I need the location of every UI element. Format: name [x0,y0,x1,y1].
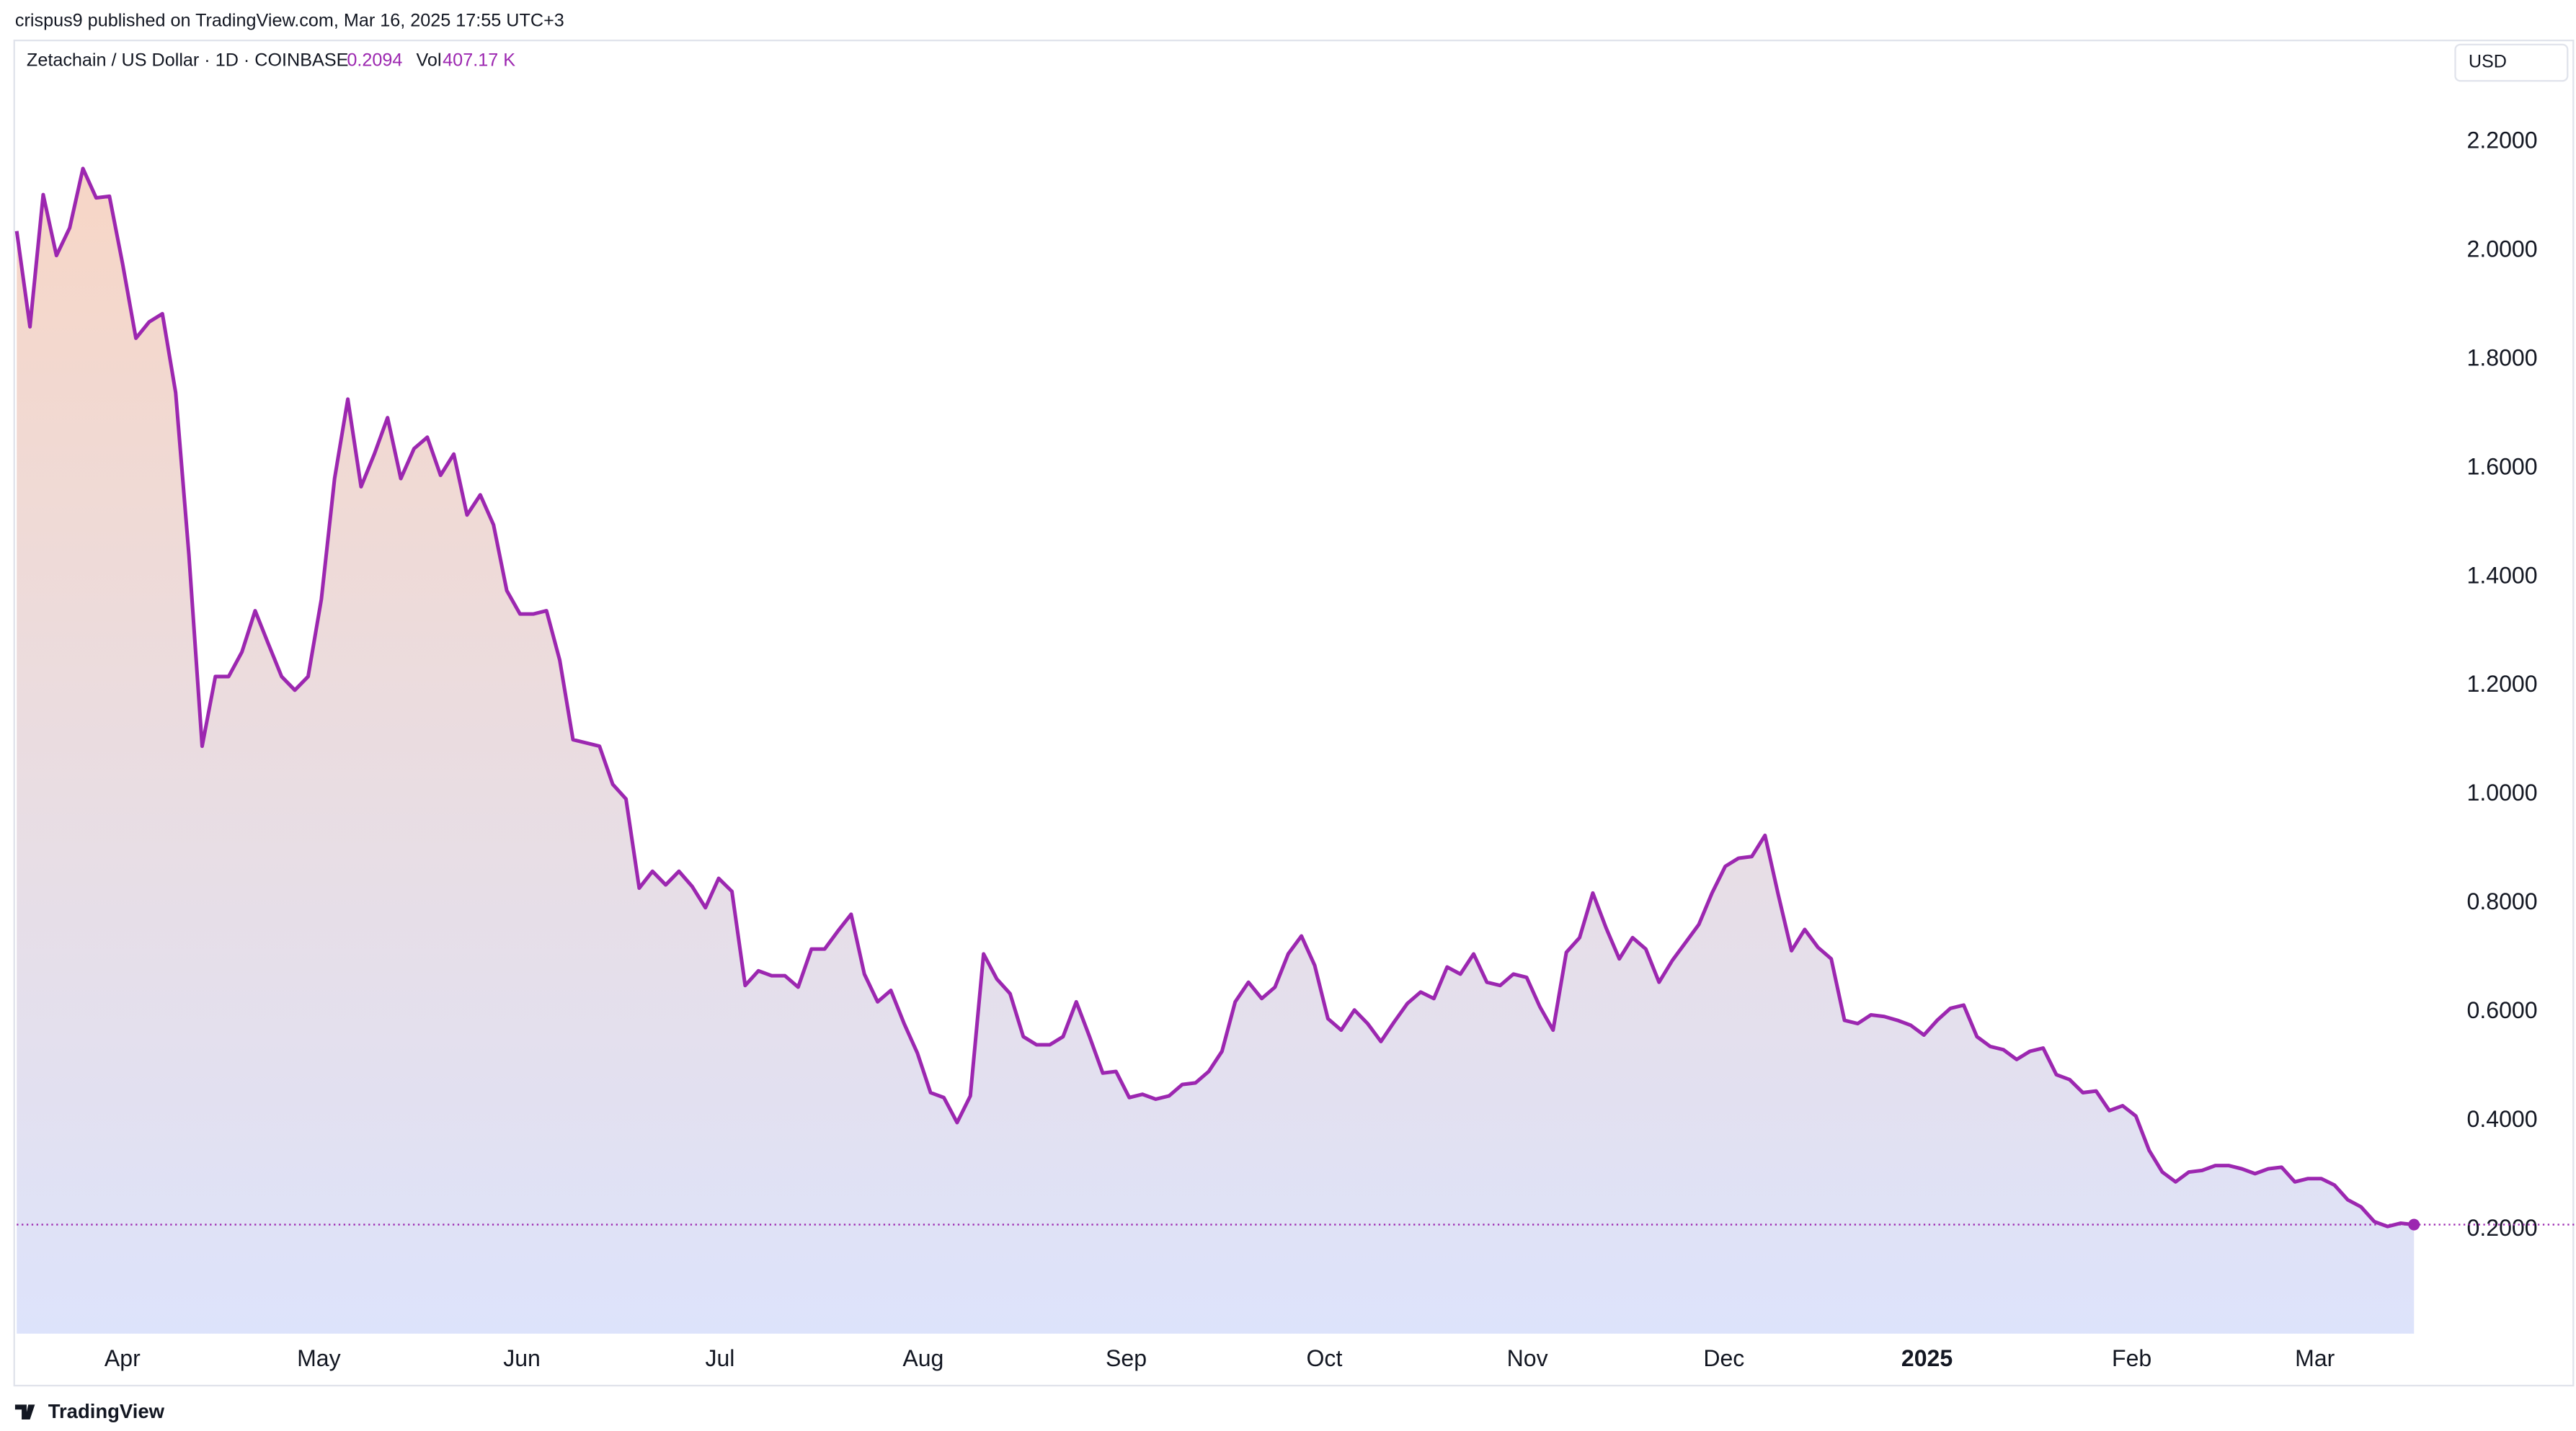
y-tick-label: 0.8000 [2467,888,2538,914]
x-tick-label: Apr [105,1345,141,1371]
volume: 407.17 K [443,50,515,70]
x-tick-label: Jul [705,1345,734,1371]
y-tick-label: 1.6000 [2467,453,2538,479]
y-tick-label: 1.2000 [2467,671,2538,697]
y-tick-label: 2.2000 [2467,127,2538,153]
panel-border [13,39,2575,1387]
volume-label: Vol [417,50,442,70]
chart-title: Zetachain / US Dollar · 1D · COINBASE [27,50,349,70]
area-fill [17,168,2415,1334]
y-tick-label: 1.0000 [2467,780,2538,806]
logo: TradingView [14,1400,165,1422]
y-tick-label: 0.2000 [2467,1215,2538,1241]
x-tick-label: Aug [902,1345,943,1371]
x-tick-label: Oct [1307,1345,1343,1371]
x-tick-label: 2025 [1901,1345,1953,1371]
logo-text: TradingView [48,1400,165,1422]
x-tick-label: Feb [2112,1345,2151,1371]
last-price: 0.2094 [347,50,402,70]
x-tick-label: May [297,1345,341,1371]
currency-box [2454,43,2569,82]
currency: USD [2469,52,2507,72]
last-value-dot [2408,1218,2420,1231]
x-tick-label: Jun [503,1345,541,1371]
publisher: crispus9 published on TradingView.com, M… [15,10,564,30]
y-tick-label: 1.8000 [2467,344,2538,370]
y-tick-label: 0.4000 [2467,1106,2538,1132]
x-tick-label: Mar [2295,1345,2335,1371]
y-tick-label: 2.0000 [2467,236,2538,262]
y-tick-label: 0.6000 [2467,997,2538,1023]
x-tick-label: Dec [1703,1345,1744,1371]
x-tick-label: Nov [1507,1345,1548,1371]
price-line [14,166,2415,1229]
x-tick-label: Sep [1106,1345,1147,1371]
y-tick-label: 1.4000 [2467,562,2538,588]
